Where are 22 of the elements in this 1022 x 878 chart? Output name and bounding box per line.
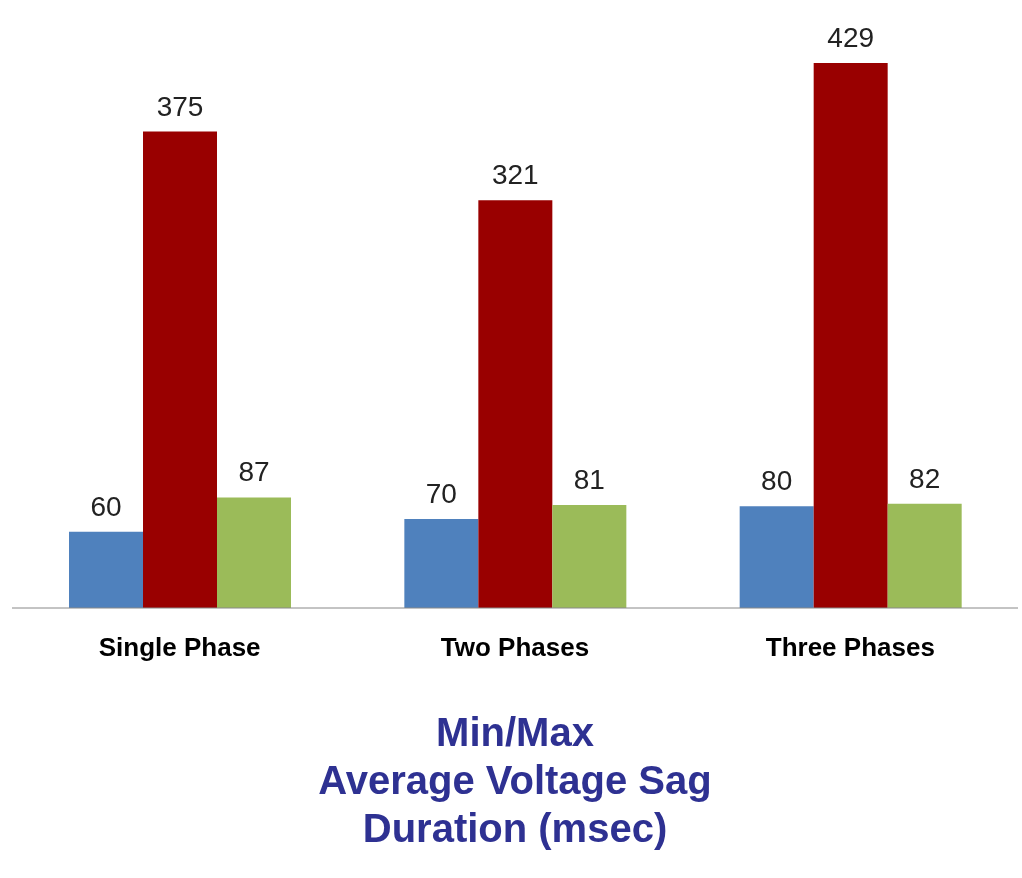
x-tick-label: Single Phase <box>98 632 261 663</box>
bar <box>404 519 479 608</box>
x-tick-label: Three Phases <box>765 632 935 663</box>
data-label: 87 <box>238 456 270 488</box>
bar <box>478 200 553 608</box>
bar <box>813 63 888 608</box>
data-label: 429 <box>827 22 875 53</box>
x-tick-label: Two Phases <box>440 632 590 663</box>
data-label: 375 <box>156 90 204 122</box>
bar <box>143 131 218 608</box>
data-label: 70 <box>425 478 457 510</box>
bar <box>739 506 814 608</box>
data-label: 321 <box>491 159 539 191</box>
data-label: 81 <box>573 464 605 496</box>
data-label: 60 <box>90 490 122 522</box>
bar <box>217 497 292 608</box>
data-label: 82 <box>909 462 941 494</box>
bar <box>887 503 962 608</box>
text: Min/Max Average Voltage Sag Duration (msec) <box>317 709 713 852</box>
data-label: 80 <box>761 465 793 497</box>
bar <box>552 505 627 608</box>
bar <box>69 531 144 608</box>
